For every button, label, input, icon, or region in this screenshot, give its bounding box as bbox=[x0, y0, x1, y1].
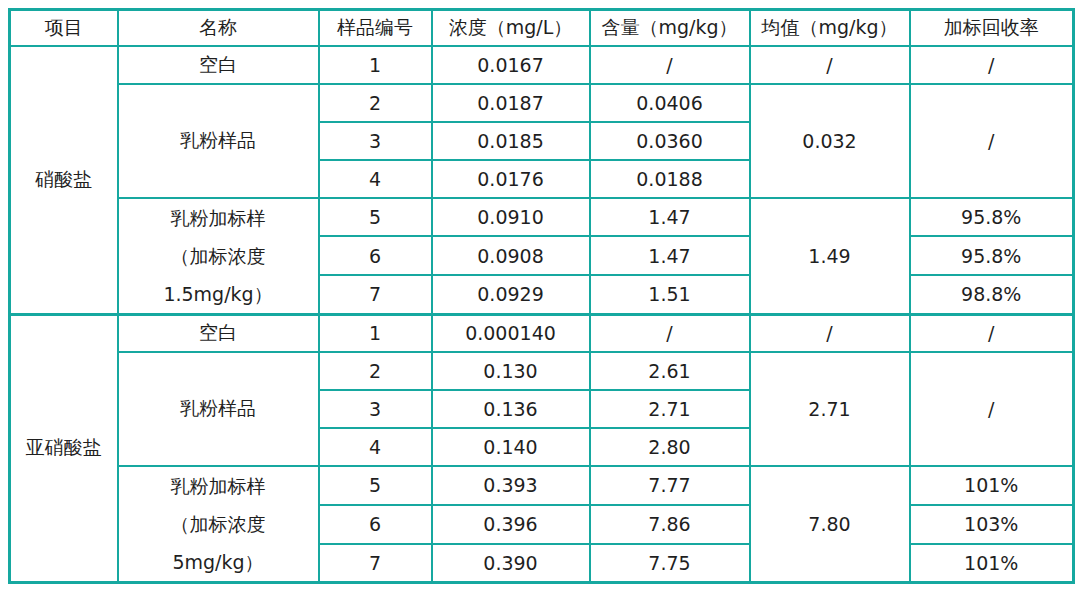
header-content: 含量（mg/kg） bbox=[590, 10, 750, 46]
cell-sample-no: 2 bbox=[319, 352, 432, 390]
cell-content: 7.86 bbox=[590, 505, 750, 544]
cell-recovery: / bbox=[910, 314, 1074, 352]
cell-recovery: 95.8% bbox=[910, 236, 1074, 275]
cell-concentration: 0.0908 bbox=[432, 236, 590, 275]
cell-recovery: 95.8% bbox=[910, 198, 1074, 237]
cell-recovery: / bbox=[910, 46, 1074, 84]
cell-content: 7.77 bbox=[590, 466, 750, 505]
cell-recovery: 98.8% bbox=[910, 275, 1074, 314]
cell-name-blank: 空白 bbox=[118, 314, 319, 352]
table-row: 乳粉样品 2 0.130 2.61 2.71 / bbox=[10, 352, 1074, 390]
cell-item-nitrate: 硝酸盐 bbox=[10, 46, 118, 315]
cell-concentration: 0.0929 bbox=[432, 275, 590, 314]
cell-concentration: 0.0187 bbox=[432, 84, 590, 122]
results-table: 项目 名称 样品编号 浓度（mg/L） 含量（mg/kg） 均值（mg/kg） … bbox=[8, 8, 1075, 584]
cell-sample-no: 3 bbox=[319, 122, 432, 160]
cell-concentration: 0.390 bbox=[432, 544, 590, 583]
header-concentration: 浓度（mg/L） bbox=[432, 10, 590, 46]
cell-content: 2.71 bbox=[590, 390, 750, 428]
cell-concentration: 0.0167 bbox=[432, 46, 590, 84]
name-line: 1.5mg/kg） bbox=[121, 275, 316, 313]
cell-content: / bbox=[590, 46, 750, 84]
cell-sample-no: 2 bbox=[319, 84, 432, 122]
cell-content: 0.0360 bbox=[590, 122, 750, 160]
cell-sample-no: 4 bbox=[319, 428, 432, 466]
cell-sample-no: 6 bbox=[319, 505, 432, 544]
table-row: 硝酸盐 空白 1 0.0167 / / / bbox=[10, 46, 1074, 84]
cell-mean: / bbox=[750, 46, 910, 84]
cell-concentration: 0.0910 bbox=[432, 198, 590, 237]
cell-content: 7.75 bbox=[590, 544, 750, 583]
cell-item-nitrite: 亚硝酸盐 bbox=[10, 314, 118, 583]
cell-concentration: 0.0185 bbox=[432, 122, 590, 160]
table-row: 乳粉加标样 （加标浓度 5mg/kg） 5 0.393 7.77 7.80 10… bbox=[10, 466, 1074, 505]
cell-concentration: 0.136 bbox=[432, 390, 590, 428]
cell-recovery: 101% bbox=[910, 466, 1074, 505]
name-line: 乳粉加标样 bbox=[121, 199, 316, 237]
header-recovery: 加标回收率 bbox=[910, 10, 1074, 46]
header-mean: 均值（mg/kg） bbox=[750, 10, 910, 46]
cell-content: 1.47 bbox=[590, 198, 750, 237]
name-line: 乳粉加标样 bbox=[121, 467, 316, 505]
cell-sample-no: 4 bbox=[319, 160, 432, 198]
cell-concentration: 0.393 bbox=[432, 466, 590, 505]
cell-content: 0.0188 bbox=[590, 160, 750, 198]
cell-name-spiked: 乳粉加标样 （加标浓度 5mg/kg） bbox=[118, 466, 319, 583]
cell-concentration: 0.396 bbox=[432, 505, 590, 544]
cell-concentration: 0.0176 bbox=[432, 160, 590, 198]
cell-name-sample: 乳粉样品 bbox=[118, 84, 319, 198]
cell-sample-no: 7 bbox=[319, 275, 432, 314]
cell-mean: 7.80 bbox=[750, 466, 910, 583]
cell-name-spiked: 乳粉加标样 （加标浓度 1.5mg/kg） bbox=[118, 198, 319, 315]
name-line: （加标浓度 bbox=[121, 237, 316, 275]
cell-content: 1.47 bbox=[590, 236, 750, 275]
name-line: 5mg/kg） bbox=[121, 543, 316, 581]
cell-mean: 0.032 bbox=[750, 84, 910, 198]
cell-sample-no: 3 bbox=[319, 390, 432, 428]
cell-content: 0.0406 bbox=[590, 84, 750, 122]
cell-sample-no: 6 bbox=[319, 236, 432, 275]
cell-content: / bbox=[590, 314, 750, 352]
cell-sample-no: 5 bbox=[319, 466, 432, 505]
cell-mean: 2.71 bbox=[750, 352, 910, 466]
cell-sample-no: 1 bbox=[319, 314, 432, 352]
cell-recovery: 101% bbox=[910, 544, 1074, 583]
cell-concentration: 0.130 bbox=[432, 352, 590, 390]
header-sample-no: 样品编号 bbox=[319, 10, 432, 46]
cell-name-blank: 空白 bbox=[118, 46, 319, 84]
cell-mean: / bbox=[750, 314, 910, 352]
table-row: 亚硝酸盐 空白 1 0.000140 / / / bbox=[10, 314, 1074, 352]
table-row: 乳粉样品 2 0.0187 0.0406 0.032 / bbox=[10, 84, 1074, 122]
cell-sample-no: 7 bbox=[319, 544, 432, 583]
cell-mean: 1.49 bbox=[750, 198, 910, 315]
cell-content: 1.51 bbox=[590, 275, 750, 314]
cell-recovery: 103% bbox=[910, 505, 1074, 544]
table-row: 乳粉加标样 （加标浓度 1.5mg/kg） 5 0.0910 1.47 1.49… bbox=[10, 198, 1074, 237]
page: 项目 名称 样品编号 浓度（mg/L） 含量（mg/kg） 均值（mg/kg） … bbox=[0, 0, 1080, 594]
cell-concentration: 0.140 bbox=[432, 428, 590, 466]
cell-content: 2.80 bbox=[590, 428, 750, 466]
cell-recovery: / bbox=[910, 84, 1074, 198]
cell-name-sample: 乳粉样品 bbox=[118, 352, 319, 466]
cell-sample-no: 1 bbox=[319, 46, 432, 84]
cell-sample-no: 5 bbox=[319, 198, 432, 237]
header-row: 项目 名称 样品编号 浓度（mg/L） 含量（mg/kg） 均值（mg/kg） … bbox=[10, 10, 1074, 46]
header-name: 名称 bbox=[118, 10, 319, 46]
cell-recovery: / bbox=[910, 352, 1074, 466]
cell-concentration: 0.000140 bbox=[432, 314, 590, 352]
name-line: （加标浓度 bbox=[121, 505, 316, 543]
header-item: 项目 bbox=[10, 10, 118, 46]
cell-content: 2.61 bbox=[590, 352, 750, 390]
